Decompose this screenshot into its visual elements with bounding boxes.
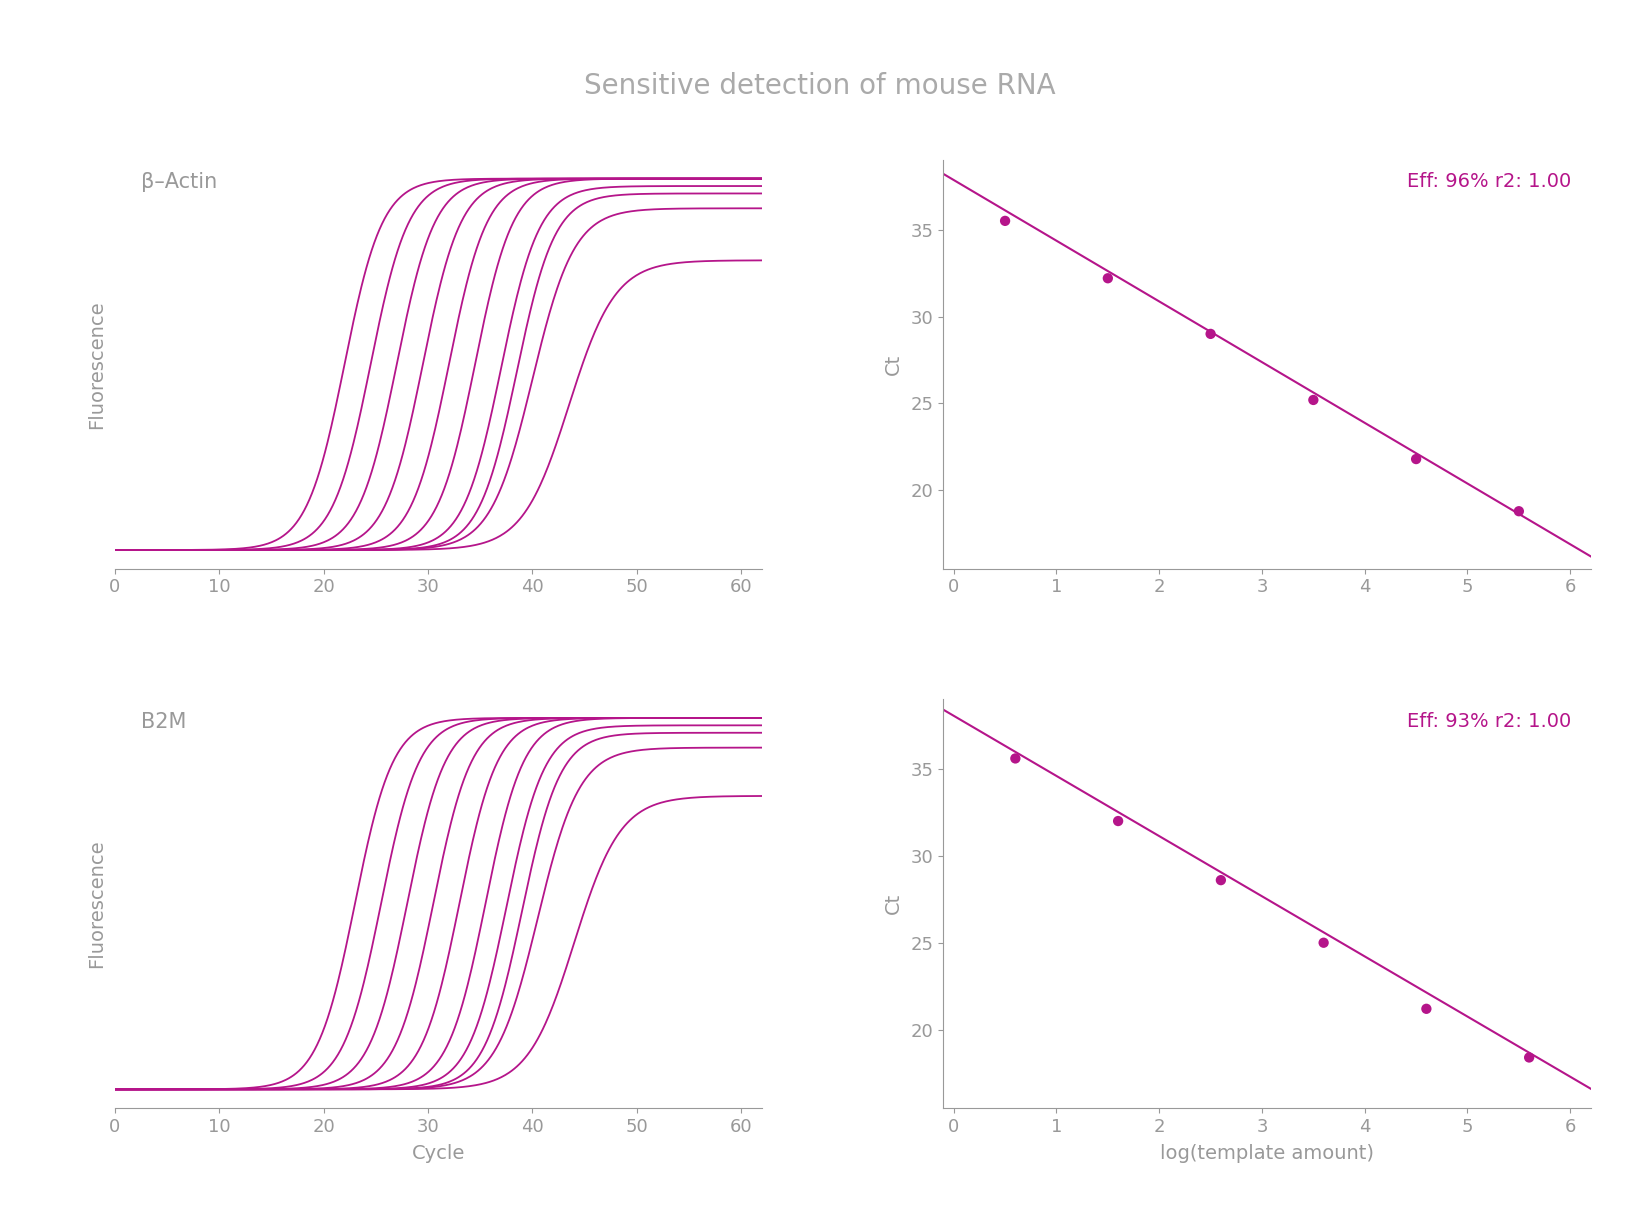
Text: B2M: B2M — [141, 712, 185, 731]
Point — [1505, 501, 1531, 521]
Point — [1514, 1048, 1541, 1067]
Text: β–Actin: β–Actin — [141, 172, 216, 192]
Point — [1196, 324, 1223, 343]
Text: Eff: 96% r2: 1.00: Eff: 96% r2: 1.00 — [1406, 172, 1570, 191]
Y-axis label: Fluorescence: Fluorescence — [87, 840, 107, 968]
Text: Sensitive detection of mouse RNA: Sensitive detection of mouse RNA — [583, 73, 1056, 100]
Y-axis label: Ct: Ct — [883, 353, 901, 375]
Point — [1105, 811, 1131, 831]
Point — [1206, 870, 1233, 890]
X-axis label: log(template amount): log(template amount) — [1159, 1144, 1373, 1163]
Point — [1001, 748, 1028, 768]
Point — [1095, 268, 1121, 288]
Point — [1300, 390, 1326, 410]
X-axis label: Cycle: Cycle — [411, 1144, 465, 1163]
Point — [1401, 449, 1428, 469]
Point — [1310, 933, 1336, 953]
Point — [1413, 998, 1439, 1018]
Y-axis label: Ct: Ct — [883, 892, 901, 915]
Text: Eff: 93% r2: 1.00: Eff: 93% r2: 1.00 — [1406, 712, 1570, 730]
Point — [992, 211, 1018, 230]
Y-axis label: Fluorescence: Fluorescence — [87, 300, 107, 428]
